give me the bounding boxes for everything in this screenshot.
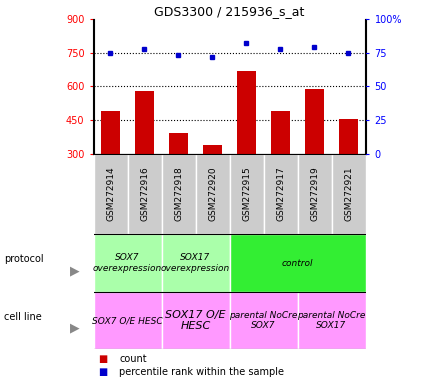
Bar bbox=[271, 111, 290, 154]
Text: SOX7
overexpression: SOX7 overexpression bbox=[93, 253, 162, 273]
Bar bbox=[162, 292, 230, 349]
Text: parental NoCre
SOX7: parental NoCre SOX7 bbox=[230, 311, 298, 330]
Bar bbox=[339, 119, 358, 154]
Bar bbox=[169, 134, 188, 154]
Bar bbox=[298, 292, 366, 349]
Bar bbox=[230, 292, 298, 349]
Text: cell line: cell line bbox=[4, 312, 42, 322]
Bar bbox=[203, 145, 222, 154]
Text: GSM272917: GSM272917 bbox=[276, 167, 285, 221]
Text: GSM272916: GSM272916 bbox=[140, 167, 149, 221]
Bar bbox=[298, 154, 332, 234]
Text: SOX7 O/E HESC: SOX7 O/E HESC bbox=[92, 316, 163, 325]
Bar bbox=[237, 71, 256, 154]
Text: count: count bbox=[119, 354, 147, 364]
Bar bbox=[128, 154, 162, 234]
Bar bbox=[94, 292, 162, 349]
Bar bbox=[162, 154, 196, 234]
Text: GSM272918: GSM272918 bbox=[174, 167, 183, 221]
Text: ■: ■ bbox=[98, 367, 107, 377]
Text: GSM272915: GSM272915 bbox=[242, 167, 251, 221]
Text: SOX17
overexpression: SOX17 overexpression bbox=[161, 253, 230, 273]
Text: ▶: ▶ bbox=[70, 322, 79, 335]
Bar bbox=[332, 154, 366, 234]
Bar bbox=[305, 89, 324, 154]
Text: ▶: ▶ bbox=[70, 264, 79, 277]
Text: GSM272914: GSM272914 bbox=[106, 167, 115, 221]
Text: GSM272921: GSM272921 bbox=[344, 167, 353, 221]
Text: percentile rank within the sample: percentile rank within the sample bbox=[119, 367, 284, 377]
Text: GSM272919: GSM272919 bbox=[310, 167, 319, 221]
Bar bbox=[101, 111, 120, 154]
Text: GSM272920: GSM272920 bbox=[208, 167, 217, 221]
Bar bbox=[94, 154, 128, 234]
Bar bbox=[264, 154, 298, 234]
Title: GDS3300 / 215936_s_at: GDS3300 / 215936_s_at bbox=[154, 5, 305, 18]
Bar bbox=[230, 234, 366, 292]
Text: SOX17 O/E
HESC: SOX17 O/E HESC bbox=[165, 310, 226, 331]
Text: ■: ■ bbox=[98, 354, 107, 364]
Text: parental NoCre
SOX17: parental NoCre SOX17 bbox=[298, 311, 366, 330]
Bar bbox=[162, 234, 230, 292]
Bar bbox=[94, 234, 162, 292]
Bar bbox=[230, 154, 264, 234]
Bar bbox=[135, 91, 154, 154]
Text: control: control bbox=[282, 258, 313, 268]
Bar bbox=[196, 154, 230, 234]
Text: protocol: protocol bbox=[4, 254, 44, 264]
